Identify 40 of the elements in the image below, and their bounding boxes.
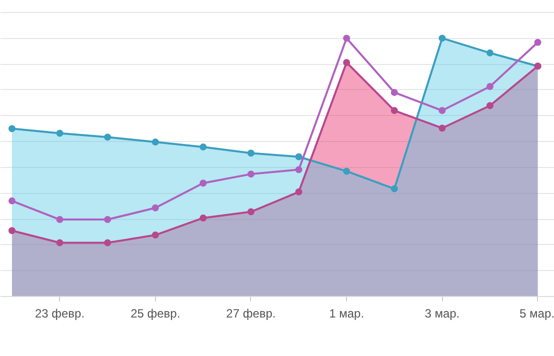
point bbox=[295, 188, 302, 196]
point bbox=[486, 102, 494, 110]
point bbox=[152, 232, 159, 239]
x-tick-label: 27 февр. bbox=[226, 306, 276, 320]
point bbox=[56, 216, 64, 224]
point bbox=[343, 34, 350, 42]
point bbox=[390, 107, 398, 114]
point bbox=[486, 83, 494, 90]
point bbox=[247, 170, 254, 178]
x-tick-label: 5 мар. bbox=[520, 306, 554, 320]
x-tick-label: 3 мар. bbox=[424, 306, 460, 320]
point bbox=[295, 153, 302, 160]
point bbox=[438, 124, 446, 132]
point bbox=[247, 150, 254, 157]
point bbox=[200, 180, 207, 187]
point bbox=[200, 143, 207, 150]
point bbox=[390, 88, 398, 96]
x-tick-label: 1 мар. bbox=[329, 306, 364, 320]
point bbox=[390, 185, 398, 192]
point bbox=[104, 239, 112, 246]
point bbox=[200, 214, 207, 222]
point bbox=[104, 216, 112, 224]
point bbox=[343, 168, 350, 175]
point bbox=[104, 134, 112, 141]
point bbox=[152, 138, 159, 146]
point bbox=[247, 208, 254, 216]
point bbox=[8, 227, 16, 234]
point bbox=[438, 34, 446, 42]
x-tick-label: 25 февр. bbox=[130, 306, 180, 320]
point bbox=[295, 166, 302, 174]
x-tick-label: 23 февр. bbox=[34, 306, 85, 320]
point bbox=[534, 38, 542, 46]
point bbox=[56, 130, 64, 137]
point bbox=[486, 49, 494, 56]
point bbox=[56, 239, 64, 246]
point bbox=[152, 204, 159, 212]
point bbox=[8, 197, 16, 204]
point bbox=[343, 58, 350, 66]
point bbox=[438, 107, 446, 114]
point bbox=[8, 125, 16, 132]
